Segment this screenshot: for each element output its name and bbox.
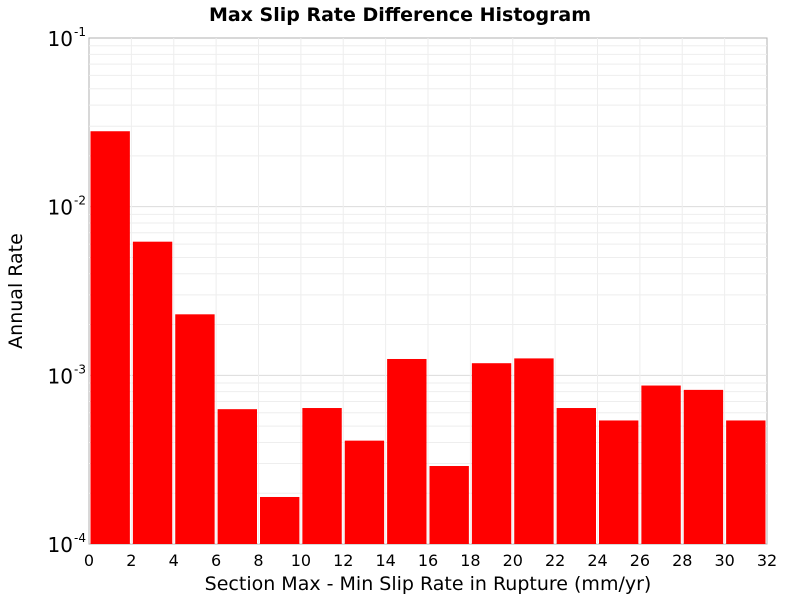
- y-tick-base: 10: [48, 196, 73, 220]
- x-tick-label: 26: [630, 551, 650, 570]
- bars-group: [90, 131, 766, 544]
- x-tick-label: 22: [545, 551, 565, 570]
- y-tick-label: 10 -3: [48, 362, 86, 388]
- histogram-bar: [344, 440, 385, 544]
- histogram-bar: [641, 385, 681, 544]
- x-tick-label: 6: [211, 551, 221, 570]
- x-tick-label: 16: [418, 551, 438, 570]
- x-tick-labels: 0 2 4 6 8 10 12 14 16 18 20 22 24 26 28 30 32: [84, 551, 777, 570]
- histogram-bar: [429, 466, 469, 544]
- y-tick-base: 10: [48, 533, 73, 557]
- histogram-bar: [556, 408, 596, 544]
- x-tick-label: 30: [714, 551, 734, 570]
- histogram-bar: [217, 409, 257, 544]
- histogram-bar: [599, 420, 639, 544]
- y-tick-exponent: -2: [74, 194, 86, 208]
- y-tick-labels: 10-410-310-210-1: [48, 25, 86, 557]
- histogram-bar: [302, 408, 342, 544]
- y-tick-label: 10 -2: [48, 194, 86, 220]
- y-tick-label: 10 -1: [48, 25, 86, 51]
- x-axis-label: Section Max - Min Slip Rate in Rupture (…: [205, 573, 652, 595]
- x-tick-label: 18: [460, 551, 480, 570]
- y-tick-label: 10 -4: [48, 531, 86, 557]
- histogram-bar: [471, 363, 512, 544]
- x-tick-label: 8: [253, 551, 263, 570]
- y-axis-label: Annual Rate: [5, 233, 27, 349]
- x-tick-label: 14: [375, 551, 395, 570]
- y-tick-exponent: -4: [74, 531, 86, 545]
- histogram-bar: [683, 389, 724, 544]
- y-tick-base: 10: [48, 27, 73, 51]
- x-tick-label: 28: [672, 551, 692, 570]
- x-tick-label: 2: [126, 551, 136, 570]
- x-tick-label: 32: [757, 551, 777, 570]
- histogram-bar: [387, 358, 427, 544]
- y-tick-base: 10: [48, 364, 73, 388]
- histogram-bar: [175, 314, 215, 544]
- histogram-bar: [132, 241, 173, 544]
- histogram-bar: [514, 358, 554, 544]
- x-tick-label: 0: [84, 551, 94, 570]
- chart-title: Max Slip Rate Difference Histogram: [209, 4, 591, 26]
- y-tick-exponent: -3: [74, 362, 86, 376]
- histogram-bar: [726, 420, 766, 544]
- x-tick-label: 10: [291, 551, 311, 570]
- x-tick-label: 12: [333, 551, 353, 570]
- x-tick-label: 20: [503, 551, 523, 570]
- histogram-bar: [90, 131, 130, 544]
- x-tick-label: 4: [169, 551, 179, 570]
- x-tick-label: 24: [587, 551, 607, 570]
- y-tick-exponent: -1: [74, 25, 86, 39]
- histogram-bar: [260, 496, 300, 544]
